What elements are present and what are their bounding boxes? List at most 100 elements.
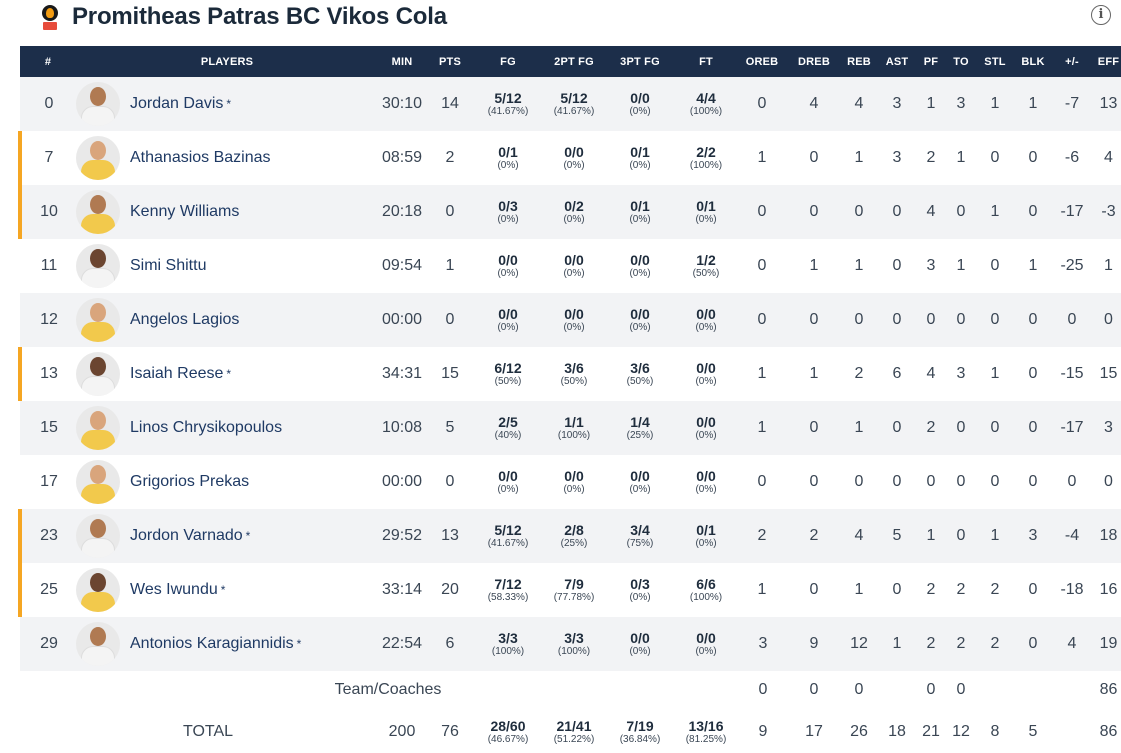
reb-cell: 4 bbox=[840, 509, 878, 563]
column-header[interactable]: REB bbox=[847, 55, 871, 68]
pm-cell: -18 bbox=[1052, 563, 1092, 617]
column-header[interactable]: +/- bbox=[1065, 55, 1079, 68]
player-row[interactable]: 17 Grigorios Prekas 00:00 0 0/0 (0%) 0/0 (0%) 0/… bbox=[20, 455, 1121, 509]
column-header[interactable]: PTS bbox=[439, 55, 461, 68]
player-name-link[interactable]: Angelos Lagios bbox=[130, 311, 240, 328]
fg-cell: 0/3 (0%) bbox=[474, 185, 542, 239]
player-row[interactable]: 11 Simi Shittu 09:54 1 0/0 (0%) 0/0 (0%) 0/0 (0%)… bbox=[20, 239, 1121, 293]
fg3-made-attempted: 7/19 bbox=[626, 717, 654, 734]
minutes: 33:14 bbox=[381, 581, 423, 598]
column-header[interactable]: AST bbox=[885, 55, 909, 68]
column-header[interactable]: 2PT FG bbox=[554, 55, 594, 68]
fg2-percentage: (0%) bbox=[563, 159, 585, 171]
player-number: 11 bbox=[40, 257, 58, 274]
minutes: 10:08 bbox=[381, 419, 423, 436]
blk-cell: 0 bbox=[1014, 185, 1052, 239]
column-header[interactable]: FG bbox=[500, 55, 516, 68]
oreb-value: 3 bbox=[758, 635, 768, 652]
column-header[interactable]: 3PT FG bbox=[620, 55, 660, 68]
player-avatar bbox=[76, 514, 120, 558]
player-row[interactable]: 25 Wes Iwundu * 33:14 20 7/12 (58.33%) 7/9 (77.7… bbox=[18, 563, 1121, 617]
pts-cell: 15 bbox=[426, 347, 474, 401]
pf-value: 2 bbox=[926, 581, 936, 598]
player-name-link[interactable]: Linos Chrysikopoulos bbox=[130, 419, 283, 436]
to-cell: 1 bbox=[946, 239, 976, 293]
pf-cell: 0 bbox=[916, 671, 946, 709]
column-header[interactable]: MIN bbox=[391, 55, 413, 68]
column-header[interactable]: PF bbox=[923, 55, 939, 68]
pts-cell: 2 bbox=[426, 131, 474, 185]
dreb-cell: 1 bbox=[788, 347, 840, 401]
dreb-cell: 0 bbox=[788, 401, 840, 455]
ast-cell: 1 bbox=[878, 617, 916, 671]
ft-made-attempted: 0/0 bbox=[696, 467, 716, 484]
ast-value: 0 bbox=[892, 311, 902, 328]
minutes: 09:54 bbox=[381, 257, 423, 274]
fg3-made-attempted: 0/3 bbox=[630, 575, 650, 592]
minutes: 30:10 bbox=[381, 95, 423, 112]
jersey-number-cell: 10 bbox=[18, 185, 76, 239]
player-name-link[interactable]: Grigorios Prekas bbox=[130, 473, 250, 490]
info-icon[interactable]: i bbox=[1091, 5, 1111, 25]
player-name-link[interactable]: Isaiah Reese bbox=[130, 365, 224, 382]
fg2-cell: 5/12 (41.67%) bbox=[542, 77, 606, 131]
stl-value: 2 bbox=[990, 635, 1000, 652]
column-header[interactable]: OREB bbox=[745, 55, 779, 68]
player-name-link[interactable]: Athanasios Bazinas bbox=[130, 149, 271, 166]
fg3-made-attempted: 0/0 bbox=[630, 305, 650, 322]
fg2-made-attempted: 0/0 bbox=[564, 251, 584, 268]
player-row[interactable]: 7 Athanasios Bazinas 08:59 2 0/1 (0%) 0/0 (0%) 0… bbox=[18, 131, 1121, 185]
player-name-link[interactable]: Jordon Varnado bbox=[130, 527, 243, 544]
ft-cell: 0/0 (0%) bbox=[674, 347, 738, 401]
column-header[interactable]: STL bbox=[984, 55, 1006, 68]
fg-percentage: (100%) bbox=[491, 645, 525, 657]
player-row[interactable]: 15 Linos Chrysikopoulos 10:08 5 2/5 (40%) 1/1(… bbox=[20, 401, 1121, 455]
fg2-percentage: (0%) bbox=[563, 321, 585, 333]
team-coaches-label: Team/Coaches bbox=[334, 681, 442, 698]
column-header[interactable]: # bbox=[44, 55, 52, 68]
player-row[interactable]: 10 Kenny Williams 20:18 0 0/3 (0%) 0/2 (0%) 0/1(… bbox=[18, 185, 1121, 239]
blk-value: 1 bbox=[1028, 257, 1038, 274]
oreb-value: 1 bbox=[757, 581, 767, 598]
column-header[interactable]: TO bbox=[953, 55, 969, 68]
fg3-cell: 0/1 (0%) bbox=[606, 131, 674, 185]
player-name-link[interactable]: Kenny Williams bbox=[130, 203, 240, 220]
pf-value: 0 bbox=[926, 473, 936, 490]
ft-made-attempted: 0/0 bbox=[696, 359, 716, 376]
to-cell: 0 bbox=[946, 671, 976, 709]
ft-percentage: (81.25%) bbox=[685, 733, 727, 745]
fg2-made-attempted: 1/1 bbox=[564, 413, 584, 430]
player-row[interactable]: 23 Jordon Varnado * 29:52 13 5/12 (41.67%) 2/8(… bbox=[18, 509, 1121, 563]
column-header[interactable]: EFF bbox=[1097, 55, 1120, 68]
pm-cell: -17 bbox=[1052, 185, 1092, 239]
player-row[interactable]: 0 Jordan Davis * 30:10 14 5/12 (41.67%) 5/12 (41… bbox=[20, 77, 1121, 131]
ast-value: 5 bbox=[892, 527, 902, 544]
column-header[interactable]: FT bbox=[699, 55, 713, 68]
column-header[interactable]: DREB bbox=[798, 55, 830, 68]
player-avatar bbox=[76, 298, 120, 342]
blk-value: 0 bbox=[1028, 581, 1038, 598]
minutes: 29:52 bbox=[381, 527, 423, 544]
pf-value: 0 bbox=[926, 681, 936, 698]
column-header[interactable]: BLK bbox=[1021, 55, 1045, 68]
player-cell: Simi Shittu bbox=[76, 239, 378, 293]
eff-cell: 18 bbox=[1092, 509, 1121, 563]
player-row[interactable]: 13 Isaiah Reese * 34:31 15 6/12 (50%) 3/6 (50%) 3… bbox=[18, 347, 1121, 401]
blk-cell: 1 bbox=[1014, 77, 1052, 131]
player-name-link[interactable]: Antonios Karagiannidis bbox=[130, 635, 294, 652]
player-name-link[interactable]: Jordan Davis bbox=[130, 95, 224, 112]
player-row[interactable]: 12 Angelos Lagios 00:00 0 0/0 (0%) 0/0 (0%) 0/0(… bbox=[20, 293, 1121, 347]
ft-percentage: (0%) bbox=[695, 429, 717, 441]
fg3-percentage: (36.84%) bbox=[619, 733, 661, 745]
player-row[interactable]: 29 Antonios Karagiannidis * 22:54 6 3/3 (100%)… bbox=[20, 617, 1121, 671]
reb-cell: 4 bbox=[840, 77, 878, 131]
oreb-value: 0 bbox=[757, 95, 767, 112]
column-header[interactable]: PLAYERS bbox=[200, 55, 254, 68]
player-name-link[interactable]: Wes Iwundu bbox=[130, 581, 218, 598]
player-name-link[interactable]: Simi Shittu bbox=[130, 257, 207, 274]
fg2-made-attempted: 0/2 bbox=[564, 197, 584, 214]
eff-cell: 4 bbox=[1092, 131, 1121, 185]
oreb-cell: 1 bbox=[738, 401, 788, 455]
dreb-value: 9 bbox=[809, 635, 819, 652]
oreb-value: 0 bbox=[757, 203, 767, 220]
